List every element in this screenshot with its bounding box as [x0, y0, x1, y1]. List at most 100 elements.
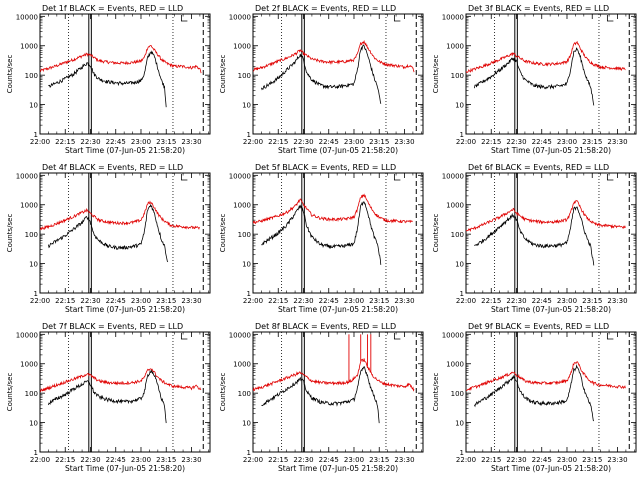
x-axis-label: Start Time (07-Jun-05 21:58:20): [278, 146, 398, 155]
events-series-line: [48, 203, 169, 263]
x-tick-label: 22:45: [319, 138, 339, 146]
x-tick-label: 22:30: [506, 456, 526, 464]
x-axis-label: Start Time (07-Jun-05 21:58:20): [491, 464, 611, 473]
y-tick-label: 1: [460, 290, 464, 298]
x-tick-label: 22:45: [319, 297, 339, 305]
plot-frame: [252, 13, 424, 135]
panel-det-6: Det 6f BLACK = Events, RED = LLD 1 10 100 10…: [432, 163, 637, 314]
x-tick-label: 22:30: [506, 297, 526, 305]
x-tick-label: 22:30: [506, 138, 526, 146]
lld-series-line: [253, 39, 415, 73]
lld-series-line: [466, 360, 626, 391]
x-axis-label: Start Time (07-Jun-05 21:58:20): [491, 146, 611, 155]
y-tick-label: 10000: [229, 331, 251, 339]
x-tick-label: 23:15: [156, 456, 176, 464]
y-tick-label: 1000: [233, 43, 251, 51]
x-axis-label: Start Time (07-Jun-05 21:58:20): [491, 305, 611, 314]
y-axis-label: Counts/sec: [432, 373, 440, 412]
x-tick-label: 23:00: [131, 138, 151, 146]
x-tick-label: 22:30: [293, 138, 313, 146]
plot-frame: [252, 331, 424, 453]
x-tick-label: 22:15: [55, 456, 75, 464]
lld-series-line: [40, 200, 200, 231]
x-tick-label: 22:30: [80, 456, 100, 464]
panel-title: Det 3f BLACK = Events, RED = LLD: [468, 4, 609, 13]
panel-title: Det 7f BLACK = Events, RED = LLD: [42, 322, 183, 331]
panel-det-3: Det 3f BLACK = Events, RED = LLD 1 10 100 10…: [432, 4, 637, 155]
y-tick-label: 10: [455, 420, 464, 428]
x-tick-label: 23:30: [394, 297, 414, 305]
bracket-marker: [393, 333, 401, 340]
bracket-marker: [180, 15, 188, 22]
panel-det-5: Det 5f BLACK = Events, RED = LLD 1 10 100 10…: [219, 163, 424, 314]
events-series-line: [474, 206, 595, 266]
y-tick-label: 1000: [446, 361, 464, 369]
x-tick-label: 22:15: [268, 456, 288, 464]
y-tick-label: 100: [25, 72, 38, 80]
y-tick-label: 1: [460, 449, 464, 457]
lld-series-line: [40, 45, 202, 74]
x-axis-label: Start Time (07-Jun-05 21:58:20): [65, 305, 185, 314]
y-tick-label: 10000: [442, 172, 464, 180]
lld-series-line: [40, 368, 202, 393]
x-tick-label: 23:15: [582, 297, 602, 305]
plot-frame: [252, 172, 424, 294]
x-tick-label: 23:00: [344, 456, 364, 464]
panel-title: Det 6f BLACK = Events, RED = LLD: [468, 163, 609, 172]
panel-det-7: Det 7f BLACK = Events, RED = LLD 1 10 100 10…: [6, 322, 211, 473]
panel-title: Det 9f BLACK = Events, RED = LLD: [468, 322, 609, 331]
plot-frame: [465, 172, 637, 294]
x-tick-label: 22:00: [243, 456, 263, 464]
x-axis-label: Start Time (07-Jun-05 21:58:20): [278, 305, 398, 314]
x-axis-label: Start Time (07-Jun-05 21:58:20): [65, 146, 185, 155]
y-axis-label: Counts/sec: [6, 214, 14, 253]
events-series-line: [48, 369, 167, 424]
x-tick-label: 23:15: [369, 456, 389, 464]
x-tick-label: 23:15: [582, 138, 602, 146]
y-tick-label: 10000: [229, 13, 251, 21]
events-series-line: [474, 47, 595, 106]
x-tick-label: 22:15: [268, 297, 288, 305]
y-tick-label: 1: [247, 131, 251, 139]
plot-data: [40, 332, 204, 452]
x-tick-label: 22:45: [319, 456, 339, 464]
y-tick-label: 10000: [229, 172, 251, 180]
y-tick-label: 100: [451, 72, 464, 80]
bracket-marker: [606, 174, 614, 181]
y-tick-label: 10: [29, 102, 38, 110]
x-tick-label: 23:00: [344, 138, 364, 146]
plot-data: [466, 173, 630, 293]
bracket-marker: [180, 333, 188, 340]
x-tick-label: 22:15: [481, 297, 501, 305]
panel-det-8: Det 8f BLACK = Events, RED = LLD 1 10 100 10…: [219, 322, 424, 473]
x-tick-label: 23:15: [156, 138, 176, 146]
x-tick-label: 22:30: [80, 138, 100, 146]
y-tick-label: 100: [238, 390, 251, 398]
x-tick-label: 22:00: [30, 456, 50, 464]
y-tick-label: 1: [34, 449, 38, 457]
y-tick-label: 1000: [446, 43, 464, 51]
bracket-marker: [180, 174, 188, 181]
events-series-line: [261, 44, 382, 104]
panel-title: Det 1f BLACK = Events, RED = LLD: [42, 4, 183, 13]
y-tick-label: 100: [451, 231, 464, 239]
y-tick-label: 10000: [16, 13, 38, 21]
plot-frame: [465, 331, 637, 453]
x-tick-label: 22:30: [80, 297, 100, 305]
y-tick-label: 10000: [16, 172, 38, 180]
y-tick-label: 10: [242, 420, 251, 428]
x-tick-label: 22:45: [106, 456, 126, 464]
x-tick-label: 22:30: [293, 456, 313, 464]
plot-frame: [39, 13, 211, 135]
y-tick-label: 100: [451, 390, 464, 398]
y-tick-label: 10: [242, 261, 251, 269]
plot-data: [466, 14, 630, 134]
bracket-marker: [606, 333, 614, 340]
x-tick-label: 23:00: [557, 456, 577, 464]
plot-data: [466, 332, 630, 452]
y-tick-label: 1: [460, 131, 464, 139]
y-axis-label: Counts/sec: [6, 373, 14, 412]
x-tick-label: 23:30: [394, 456, 414, 464]
lld-series-line: [253, 193, 413, 225]
y-tick-label: 10: [242, 102, 251, 110]
